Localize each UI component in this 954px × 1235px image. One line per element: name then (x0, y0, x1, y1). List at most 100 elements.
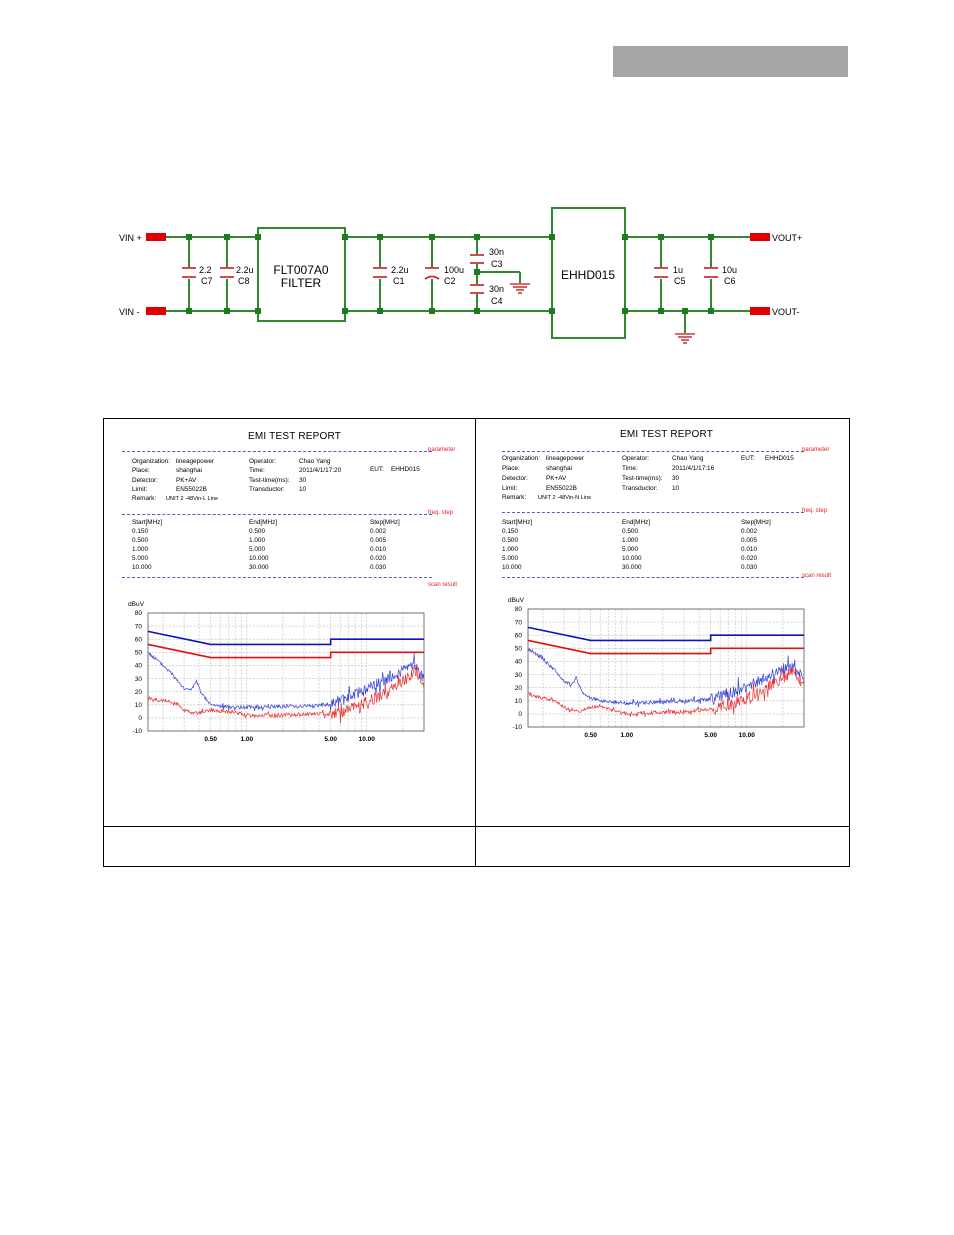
section-label-scan-result: scan result (428, 582, 458, 588)
vin-neg-label: VIN - (119, 307, 140, 317)
freq-cell: 10.000 (622, 555, 642, 562)
testtime-label: Test-time(ms): (622, 475, 663, 482)
filter-name: FLT007A0 (273, 263, 328, 277)
y-tick-label: 70 (135, 623, 143, 630)
freq-cell: 1.000 (622, 537, 638, 544)
cap-ref: C4 (491, 296, 503, 306)
vout-pos-label: VOUT+ (772, 233, 802, 243)
y-tick-label: 10 (515, 698, 523, 705)
place-label: Place: (502, 465, 520, 472)
freq-cell: 5.000 (249, 546, 265, 553)
freq-cell: 30.000 (249, 564, 269, 571)
capacitor-plates (182, 254, 718, 294)
plot-frame (147, 612, 425, 732)
operator-value: Chao Yang (299, 458, 331, 465)
section-divider (502, 577, 804, 578)
freq-cell: 5.000 (502, 555, 518, 562)
time-value: 2011/4/1/17:16 (672, 465, 715, 472)
transducer-value: 10 (299, 486, 307, 493)
section-divider (502, 512, 804, 513)
ground-icon (510, 283, 530, 294)
x-tick-label: 5.00 (324, 736, 337, 743)
cap-ref: C7 (201, 276, 213, 286)
operator-label: Operator: (622, 455, 649, 462)
freq-cell: 1.000 (132, 546, 148, 553)
y-tick-label: -10 (513, 724, 523, 731)
place-label: Place: (132, 467, 150, 474)
cap-ref: C1 (393, 276, 405, 286)
freq-cell: 0.500 (132, 537, 148, 544)
place-value: shanghai (546, 465, 572, 472)
org-label: Organization: (132, 458, 171, 465)
schematic-wires (165, 236, 750, 333)
terminal-vout-pos (750, 233, 770, 241)
cap-value: 2.2 (199, 265, 212, 275)
y-tick-label: 60 (135, 636, 143, 643)
y-tick-label: 70 (515, 619, 523, 626)
x-tick-label: 10.00 (739, 732, 756, 739)
section-divider (502, 451, 804, 452)
y-tick-label: 40 (515, 659, 523, 666)
y-tick-label: 60 (515, 632, 523, 639)
operator-label: Operator: (249, 458, 276, 465)
x-tick-label: 10.00 (359, 736, 376, 743)
freq-cell: 0.500 (249, 528, 265, 535)
transducer-label: Transductor: (622, 485, 658, 492)
freq-cell: 0.010 (741, 546, 757, 553)
org-label: Organization: (502, 455, 541, 462)
freq-cell: 0.020 (370, 555, 386, 562)
filter-subtitle: FILTER (281, 276, 322, 290)
cap-ref: C5 (674, 276, 686, 286)
series-line (147, 630, 424, 646)
y-tick-label: 80 (135, 610, 143, 617)
terminal-vin-neg (146, 307, 166, 315)
terminal-vin-pos (146, 233, 166, 241)
section-label-parameter: parameter (802, 447, 830, 453)
freq-cell: 1.000 (249, 537, 265, 544)
operator-value: Chao Yang (672, 455, 704, 462)
x-tick-label: 1.00 (240, 736, 253, 743)
eut-label: EUT: (370, 466, 384, 473)
header-bar (613, 46, 848, 77)
remark-value: UNIT 2 -48Vin-N Line (538, 495, 592, 501)
freq-cell: 0.150 (132, 528, 148, 535)
series-line (147, 643, 424, 659)
freq-cell: 30.000 (622, 564, 642, 571)
cap-ref: C2 (444, 276, 456, 286)
freq-header: Start[MHz] (502, 519, 533, 526)
cap-value: 2.2u (236, 265, 254, 275)
section-divider (122, 514, 432, 515)
column-divider (475, 419, 476, 866)
freq-header: Start[MHz] (132, 519, 163, 526)
vout-neg-label: VOUT- (772, 307, 800, 317)
converter-name: EHHD015 (561, 268, 615, 282)
plot-frame (527, 608, 805, 728)
emi-report-right: EMI TEST REPORT parameter Organization: … (484, 427, 844, 822)
cap-ref: C6 (724, 276, 736, 286)
y-tick-label: 30 (515, 672, 523, 679)
y-tick-label: 20 (515, 685, 523, 692)
freq-header: Step[MHz] (370, 519, 400, 526)
y-axis-label: dBuV (128, 601, 145, 608)
emi-results-table: EMI TEST REPORT parameter Organization: … (103, 418, 850, 867)
cap-value: 10u (722, 265, 737, 275)
ground-icon (675, 333, 695, 344)
series-line (147, 665, 425, 724)
section-label-scan-result: scan result (802, 573, 832, 579)
freq-cell: 0.002 (370, 528, 386, 535)
time-label: Time: (249, 467, 265, 474)
cap-value: 30n (489, 247, 504, 257)
limit-value: EN55022B (176, 486, 207, 493)
freq-cell: 0.002 (741, 528, 757, 535)
freq-cell: 0.500 (502, 537, 518, 544)
limit-label: Limit: (132, 486, 148, 493)
series-line (527, 647, 805, 708)
detector-value: PK+AV (546, 475, 567, 482)
freq-header: End[MHz] (622, 519, 651, 526)
section-divider (122, 577, 432, 578)
freq-cell: 10.000 (249, 555, 269, 562)
report-title: EMI TEST REPORT (248, 431, 342, 442)
freq-cell: 5.000 (132, 555, 148, 562)
testtime-label: Test-time(ms): (249, 477, 290, 484)
